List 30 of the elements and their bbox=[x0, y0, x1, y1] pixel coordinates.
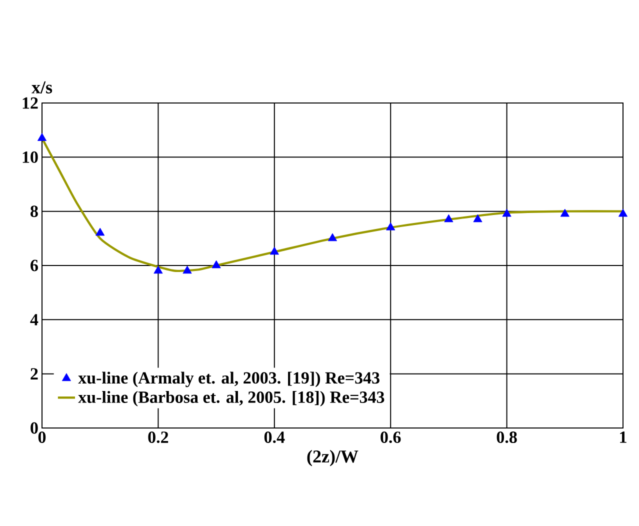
y-tick-label: 0 bbox=[30, 422, 38, 434]
point bbox=[328, 233, 338, 242]
y-tick-label: 12 bbox=[22, 97, 38, 109]
point bbox=[37, 133, 47, 141]
y-axis-title: x/s bbox=[32, 81, 52, 94]
x-axis-title: (2z)/W bbox=[307, 450, 358, 466]
point bbox=[270, 246, 279, 255]
legend-label: xu-line (Armaly et. al, 2003. [19]) Re=343 bbox=[78, 372, 380, 388]
x-tick-label: 0.8 bbox=[496, 432, 517, 444]
x-tick-label: 0 bbox=[38, 432, 46, 443]
x-tick-label: 0.2 bbox=[148, 432, 168, 444]
y-tick-label: 2 bbox=[30, 368, 38, 380]
point bbox=[473, 214, 482, 222]
x-tick-label: 1 bbox=[620, 432, 626, 443]
point bbox=[502, 208, 512, 217]
point bbox=[212, 260, 221, 268]
point bbox=[444, 214, 454, 222]
y-tick-label: 6 bbox=[30, 260, 38, 272]
point bbox=[560, 208, 570, 217]
point bbox=[182, 266, 192, 274]
legend-label: xu-line (Barbosa et. al, 2005. [18]) Re=343 bbox=[78, 390, 384, 406]
point bbox=[618, 208, 628, 217]
point bbox=[154, 266, 163, 274]
point bbox=[96, 228, 105, 236]
x-tick-label: 0.6 bbox=[380, 432, 401, 444]
x-tick-label: 0.4 bbox=[264, 432, 285, 444]
y-tick-label: 10 bbox=[22, 151, 38, 163]
y-tick-label: 4 bbox=[30, 314, 38, 326]
y-tick-label: 8 bbox=[30, 206, 38, 218]
point bbox=[386, 222, 396, 230]
